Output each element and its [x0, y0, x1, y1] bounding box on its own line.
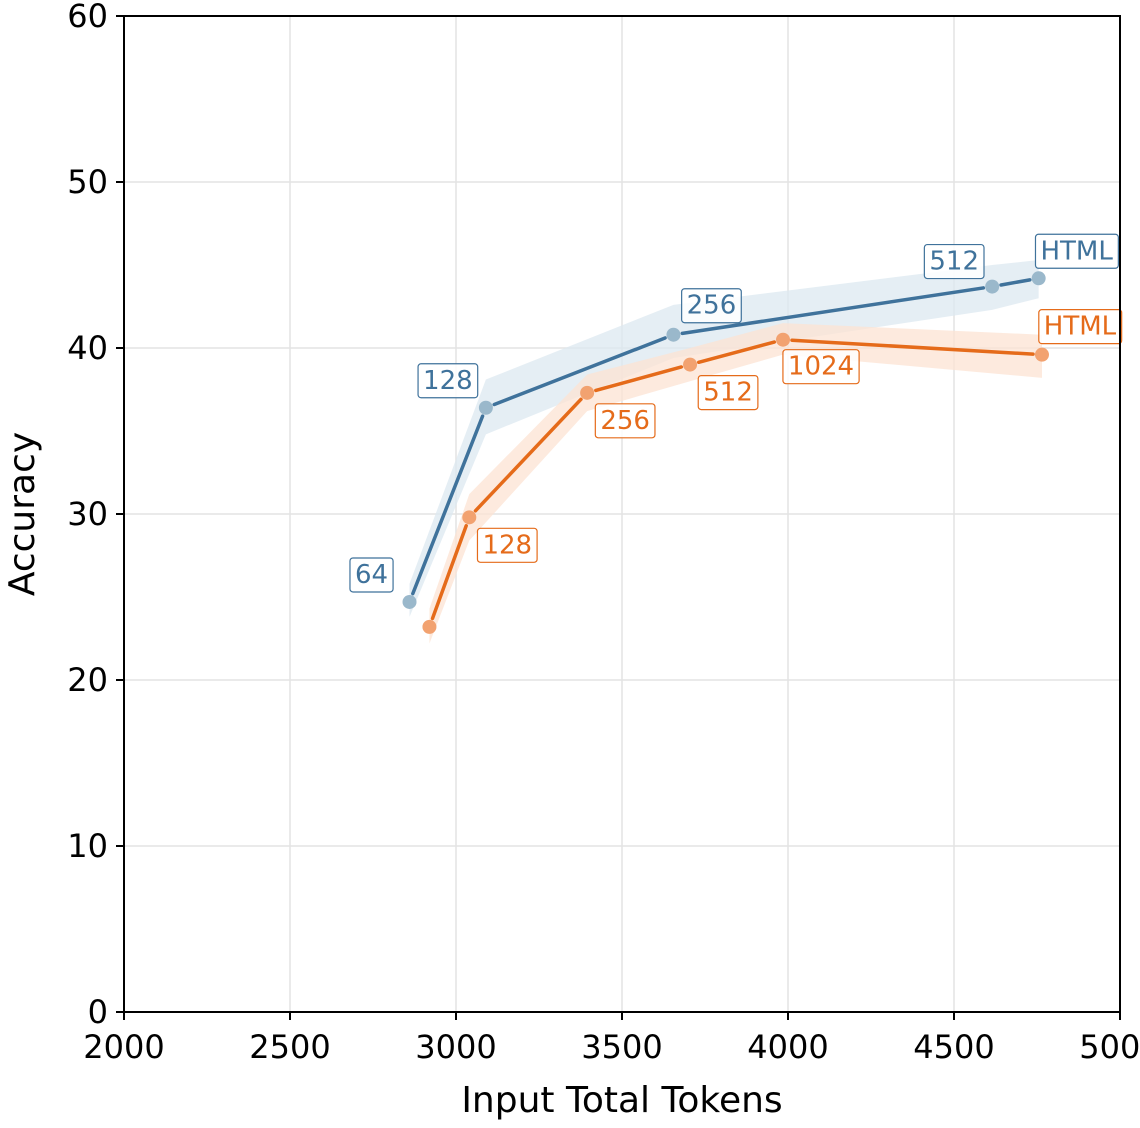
point-label-box [594, 403, 656, 439]
y-tick-label: 30 [67, 495, 108, 533]
point-labels: 64 128 256 512 HTML 128 256 512 1024 HTML [349, 233, 1123, 593]
point-label-text: 512 [703, 378, 753, 408]
series-2-point [683, 357, 698, 372]
point-label-box [681, 288, 742, 324]
point-label: 64 [349, 557, 394, 593]
y-tick-label: 50 [67, 163, 108, 201]
x-tick-label: 3000 [415, 1028, 496, 1066]
y-tick-label: 40 [67, 329, 108, 367]
point-label: 512 [923, 243, 985, 280]
point-label: HTML [1038, 309, 1123, 345]
point-label-box [923, 243, 985, 280]
point-label-box [349, 557, 394, 593]
series-1-point [985, 279, 1000, 294]
point-label-text: 256 [600, 406, 650, 436]
series-1-point [666, 327, 681, 342]
confidence-bands [409, 260, 1042, 644]
y-tick-label: 10 [67, 827, 108, 865]
point-label-box [1038, 309, 1123, 345]
series-1-line-segment [680, 286, 986, 336]
x-tick-label: 2000 [83, 1028, 164, 1066]
x-tick-label: 4000 [747, 1028, 828, 1066]
series-1-band [409, 260, 1039, 617]
series-2-line-segment [594, 365, 684, 393]
point-label: 256 [681, 288, 742, 324]
x-axis-title: Input Total Tokens [461, 1080, 782, 1121]
x-tick-label: 2500 [249, 1028, 330, 1066]
series-2-point [776, 332, 791, 347]
point-label-text: HTML [1040, 236, 1113, 266]
series-2-point [422, 619, 437, 634]
series-2-line-segment [790, 338, 1035, 356]
point-label: 128 [476, 527, 538, 563]
series-lines [411, 278, 1035, 621]
point-label-box [1034, 233, 1119, 269]
series-2-band [429, 323, 1042, 644]
y-axis-title: Accuracy [2, 432, 43, 596]
series-1-line-segment [999, 278, 1032, 287]
y-tick-label: 0 [88, 993, 108, 1031]
series-2-point [580, 385, 595, 400]
point-label-box [476, 527, 538, 563]
series-1-point [402, 594, 417, 609]
point-label-text: 256 [687, 291, 737, 321]
series-1-line-segment [411, 414, 485, 596]
point-label: HTML [1034, 233, 1119, 269]
series-2-point [1034, 347, 1049, 362]
series-1-line-segment [492, 336, 667, 407]
x-tick-label: 4500 [913, 1028, 994, 1066]
y-tick-label: 60 [67, 0, 108, 35]
point-label-box [417, 363, 479, 399]
point-label-box [782, 349, 860, 385]
series-markers [402, 271, 1049, 634]
series-1-point [478, 400, 493, 415]
x-tick-label: 3500 [581, 1028, 662, 1066]
series-2-point [462, 510, 477, 525]
point-label: 512 [697, 375, 759, 411]
series-2-line-segment [430, 524, 468, 621]
point-label: 1024 [782, 349, 860, 385]
point-label-text: 128 [423, 366, 473, 396]
point-label-text: 64 [355, 560, 388, 590]
series-2-line-segment [473, 397, 583, 513]
y-tick-label: 20 [67, 661, 108, 699]
point-label-text: HTML [1044, 312, 1117, 342]
point-label-text: 1024 [788, 352, 854, 382]
point-label-text: 512 [929, 247, 979, 277]
series-2-line-segment [697, 340, 777, 365]
point-label: 256 [594, 403, 656, 439]
grid [123, 15, 1121, 1013]
series-1-point [1031, 271, 1046, 286]
point-label: 128 [417, 363, 479, 399]
point-label-box [697, 375, 759, 411]
point-label-text: 128 [482, 530, 532, 560]
